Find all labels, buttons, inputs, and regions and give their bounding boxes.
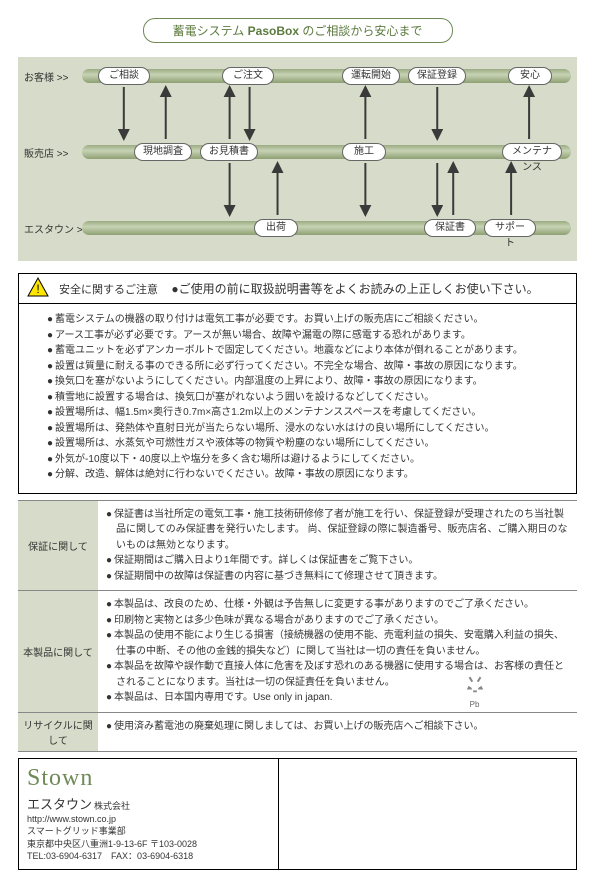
safety-bullet: 設置場所は、発熱体や直射日光が当たらない場所、浸水のない水はけの良い場所にしてく… [47, 421, 566, 437]
footer-logo: Stown [27, 765, 270, 792]
pill-quote: お見積書 [200, 143, 258, 161]
section-item: 保証期間中の故障は保証書の内容に基づき無料にて修理させて頂きます。 [106, 569, 569, 585]
pill-start: 運転開始 [342, 67, 400, 85]
safety-box: ! 安全に関するご注意 ●ご使用の前に取扱説明書等をよくお読みの上正しくお使い下… [18, 273, 577, 494]
section-item: 使用済み蓄電池の廃棄処理に関しましては、お買い上げの販売店へご相談下さい。 [106, 719, 484, 735]
safety-bullet: 分解、改造、解体は絶対に行わないでください。故障・事故の原因になります。 [47, 467, 566, 483]
lane-customer-label: お客様 >> [24, 69, 68, 84]
safety-lead: 安全に関するご注意 [59, 284, 158, 296]
section-body: 保証書は当社所定の電気工事・施工技術研修修了者が施工を行い、保証登録が受理された… [98, 501, 577, 591]
section-item: 保証期間はご購入日より1年間です。詳しくは保証書をご覧下さい。 [106, 553, 569, 569]
pill-ship: 出荷 [254, 219, 298, 237]
section-item: 本製品を故障や誤作動で直接人体に危害を及ぼす恐れのある機器に使用する場合は、お客… [106, 659, 569, 690]
pill-register: 保証登録 [408, 67, 466, 85]
pill-relief: 安心 [508, 67, 552, 85]
safety-bullet: 外気が-10度以下・40度以上や塩分を多く含む場所は避けるようにしてください。 [47, 452, 566, 468]
title-pre: 蓄電システム [173, 24, 248, 38]
pill-support: サポート [484, 219, 536, 237]
section: リサイクルに関して使用済み蓄電池の廃棄処理に関しましては、お買い上げの販売店へご… [18, 713, 577, 752]
section: 本製品に関して本製品は、改良のため、仕様・外観は予告無しに変更する事がありますの… [18, 591, 577, 713]
warning-icon: ! [25, 276, 51, 300]
footer-dept: スマートグリッド事業部 [27, 825, 270, 838]
footer-left: Stown エスタウン株式会社 http://www.stown.co.jp ス… [19, 759, 279, 869]
section-item: 本製品の使用不能により生じる損害（接続機器の使用不能、売電利益の損失、安電購入利… [106, 628, 569, 659]
section-label: リサイクルに関して [18, 713, 98, 751]
pill-cert: 保証書 [424, 219, 476, 237]
safety-main: ●ご使用の前に取扱説明書等をよくお読みの上正しくお使い下さい。 [171, 282, 538, 296]
footer-url: http://www.stown.co.jp [27, 813, 270, 826]
footer-addr: 東京都中央区八重洲1-9-13-6F 〒103-0028 [27, 838, 270, 851]
pill-order: ご注文 [222, 67, 274, 85]
footer-right [279, 759, 576, 869]
lane-stown-label: エスタウン >> [24, 221, 88, 236]
flow-diagram: お客様 >> 販売店 >> エスタウン >> ご相談 ご注文 運転開始 保証登録… [18, 57, 577, 261]
section-item: 保証書は当社所定の電気工事・施工技術研修修了者が施工を行い、保証登録が受理された… [106, 507, 569, 554]
title-badge: 蓄電システム PasoBox のご相談から安心まで [143, 18, 453, 43]
section-label: 保証に関して [18, 501, 98, 591]
section-item: 本製品は、改良のため、仕様・外観は予告無しに変更する事がありますのでご了承くださ… [106, 597, 569, 613]
safety-bullets: 蓄電システムの機器の取り付けは電気工事が必要です。お買い上げの販売店にご相談くだ… [19, 304, 576, 493]
svg-text:!: ! [36, 282, 39, 296]
safety-bullet: アース工事が必ず必要です。アースが無い場合、故障や漏電の際に感電する恐れがありま… [47, 328, 566, 344]
info-sections: 保証に関して保証書は当社所定の電気工事・施工技術研修修了者が施工を行い、保証登録… [18, 500, 577, 752]
safety-bullet: 蓄電システムの機器の取り付けは電気工事が必要です。お買い上げの販売店にご相談くだ… [47, 312, 566, 328]
footer-tel: TEL:03-6904-6317 FAX：03-6904-6318 [27, 850, 270, 863]
safety-bullet: 換気口を塞がないようにしてください。内部温度の上昇により、故障・事故の原因になり… [47, 374, 566, 390]
pb-recycle-icon: Pb [462, 673, 488, 712]
title-brand: PasoBox [248, 24, 299, 38]
safety-bullet: 設置場所は、幅1.5m×奥行き0.7m×高さ1.2m以上のメンテナンススペースを… [47, 405, 566, 421]
pill-maint: メンテナンス [502, 143, 562, 161]
safety-bullet: 積雪地に設置する場合は、換気口が塞がれないよう囲いを設けるなどしてください。 [47, 390, 566, 406]
footer-company: エスタウン株式会社 [27, 794, 270, 813]
safety-bullet: 設置は質量に耐える事のできる所に必ず行ってください。不完全な場合、故障・事故の原… [47, 359, 566, 375]
lane-dealer-label: 販売店 >> [24, 145, 68, 160]
pill-survey: 現地調査 [134, 143, 192, 161]
pill-install: 施工 [342, 143, 386, 161]
pill-consult: ご相談 [98, 67, 150, 85]
section-label: 本製品に関して [18, 591, 98, 712]
title-post: のご相談から安心まで [299, 24, 422, 38]
section-item: 本製品は、日本国内専用です。Use only in japan. [106, 690, 569, 706]
safety-bullet: 蓄電ユニットを必ずアンカーボルトで固定してください。地震などにより本体が倒れるこ… [47, 343, 566, 359]
footer-box: Stown エスタウン株式会社 http://www.stown.co.jp ス… [18, 758, 577, 870]
section-body: 使用済み蓄電池の廃棄処理に関しましては、お買い上げの販売店へご相談下さい。Pb [98, 713, 492, 751]
section-item: 印刷物と実物とは多少色味が異なる場合がありますのでご了承ください。 [106, 613, 569, 629]
section-body: 本製品は、改良のため、仕様・外観は予告無しに変更する事がありますのでご了承くださ… [98, 591, 577, 712]
lane-customer-bar [82, 69, 571, 83]
section: 保証に関して保証書は当社所定の電気工事・施工技術研修修了者が施工を行い、保証登録… [18, 501, 577, 592]
safety-header: ! 安全に関するご注意 ●ご使用の前に取扱説明書等をよくお読みの上正しくお使い下… [19, 274, 576, 304]
safety-bullet: 設置場所は、水蒸気や可燃性ガスや液体等の物質や粉塵のない場所にしてください。 [47, 436, 566, 452]
